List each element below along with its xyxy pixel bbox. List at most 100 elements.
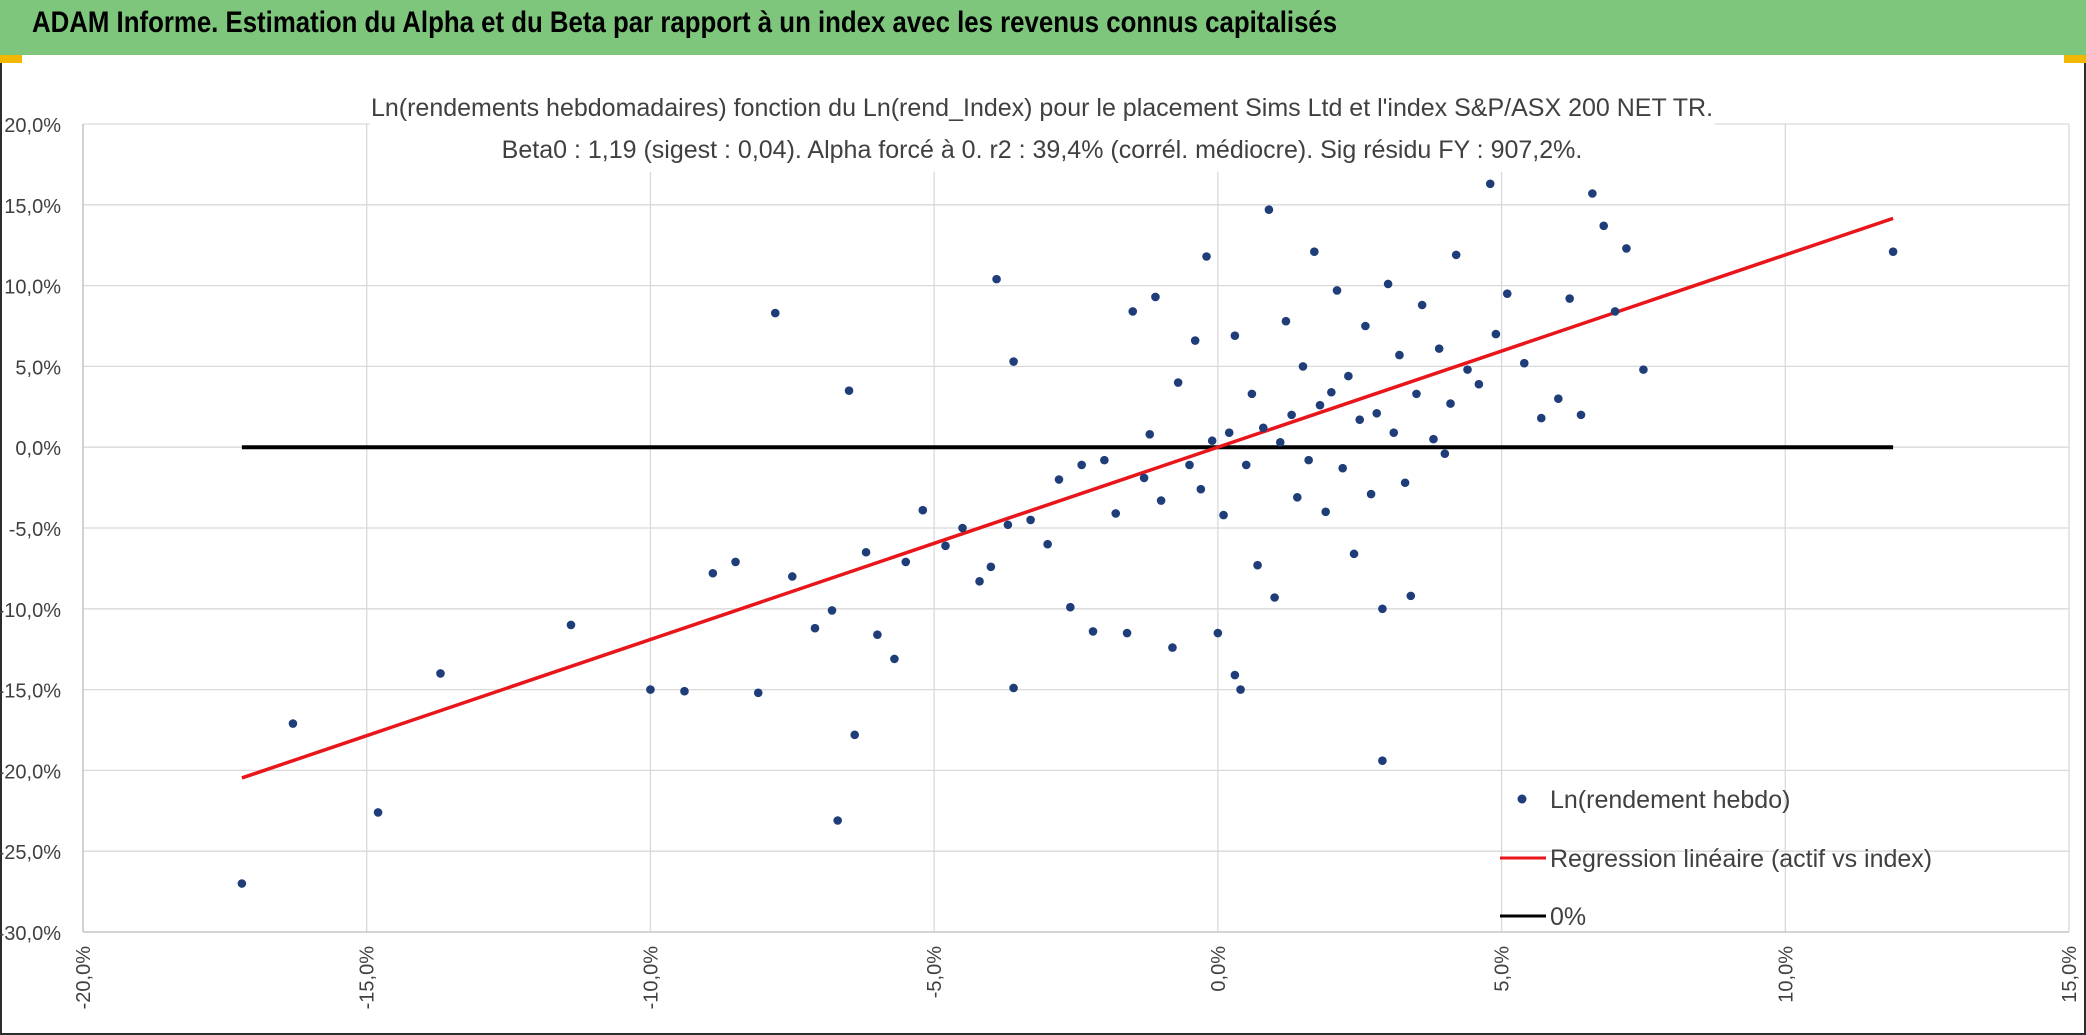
y-tick-label: 20,0%	[4, 115, 61, 137]
data-point	[1196, 484, 1206, 494]
data-point	[1389, 428, 1399, 437]
data-point	[1156, 496, 1166, 505]
data-point	[873, 630, 882, 639]
legend-scatter-marker	[1517, 794, 1527, 804]
data-point	[1372, 408, 1382, 418]
x-tick-label: -10,0%	[640, 946, 662, 1010]
data-point	[1639, 365, 1648, 374]
data-point	[237, 879, 247, 888]
data-point	[708, 568, 718, 578]
data-point	[1009, 683, 1018, 693]
page-title: ADAM Informe. Estimation du Alpha et du …	[32, 6, 1338, 39]
y-tick-label: -5,0%	[9, 519, 61, 541]
data-point	[810, 623, 820, 633]
data-point	[1003, 520, 1013, 530]
data-point	[975, 577, 984, 586]
data-point	[1406, 591, 1416, 601]
data-point	[1888, 247, 1898, 256]
data-point	[1247, 389, 1257, 399]
data-point	[1185, 460, 1194, 470]
title-backdrop	[370, 86, 1715, 172]
data-point	[1219, 510, 1228, 520]
data-point	[1576, 410, 1586, 420]
data-point	[1451, 250, 1461, 260]
data-point	[1412, 389, 1421, 399]
data-point	[1253, 560, 1262, 570]
data-point	[1378, 604, 1387, 614]
data-point	[1270, 593, 1279, 602]
data-point	[680, 686, 689, 696]
data-point	[1622, 244, 1631, 253]
data-point	[992, 274, 1001, 284]
data-point	[1355, 415, 1365, 425]
data-point	[941, 541, 950, 551]
y-tick-label: 10,0%	[4, 277, 61, 299]
corner-accent-left	[0, 55, 22, 63]
data-point	[1139, 473, 1149, 483]
data-point	[1066, 602, 1075, 612]
data-point	[373, 808, 383, 817]
data-point	[890, 654, 899, 664]
x-tick-label: -15,0%	[357, 946, 379, 1010]
x-tick-label: -20,0%	[73, 946, 95, 1010]
data-point	[901, 557, 911, 567]
data-point	[1281, 316, 1291, 326]
data-point	[436, 669, 445, 678]
data-point	[1440, 449, 1450, 458]
data-point	[1292, 492, 1302, 502]
data-point	[1173, 378, 1183, 387]
y-tick-label: 5,0%	[15, 357, 61, 379]
data-point	[1429, 434, 1438, 444]
data-point	[918, 505, 928, 515]
data-point	[1111, 509, 1121, 518]
y-tick-label: -15,0%	[0, 681, 61, 703]
legend-scatter-label: Ln(rendement hebdo)	[1550, 786, 1790, 814]
data-point	[1378, 756, 1387, 766]
y-tick-label: -25,0%	[0, 842, 61, 864]
y-tick-label: -20,0%	[0, 761, 61, 783]
data-point	[1043, 539, 1052, 549]
legend-zero-label: 0%	[1550, 903, 1586, 931]
header-bar: ADAM Informe. Estimation du Alpha et du …	[0, 0, 2086, 55]
data-point	[1202, 252, 1211, 261]
data-point	[646, 685, 655, 694]
data-point	[1338, 463, 1347, 473]
data-point	[1304, 455, 1313, 465]
data-points	[237, 179, 1898, 888]
data-point	[1145, 429, 1155, 439]
data-point	[1026, 515, 1035, 525]
data-point	[1298, 362, 1308, 371]
data-point	[1332, 286, 1342, 295]
data-point	[1310, 247, 1319, 256]
data-point	[1009, 357, 1018, 366]
y-tick-label: 15,0%	[4, 196, 61, 218]
y-tick-label: -10,0%	[0, 600, 61, 622]
axes: 20,0% 15,0% 10,0% 5,0% 0,0% -5,0% -10,0% -15,0%…	[0, 115, 2081, 1009]
data-point	[1230, 331, 1240, 340]
data-point	[1100, 455, 1109, 465]
data-point	[1400, 478, 1410, 488]
data-point	[1207, 436, 1217, 446]
data-point	[958, 523, 967, 533]
data-point	[1588, 189, 1597, 198]
data-point	[1264, 205, 1274, 214]
x-tick-label: 5,0%	[1492, 946, 1514, 992]
data-point	[753, 688, 763, 698]
data-point	[1054, 475, 1064, 484]
data-point	[844, 386, 854, 395]
data-point	[1213, 628, 1223, 638]
data-point	[1241, 460, 1251, 470]
data-point	[787, 572, 797, 581]
y-tick-label: 0,0%	[15, 438, 61, 460]
data-point	[1474, 379, 1484, 389]
data-point	[827, 606, 837, 615]
data-point	[1151, 292, 1160, 302]
data-point	[288, 719, 298, 728]
data-point	[1321, 507, 1330, 517]
data-point	[850, 730, 860, 740]
data-point	[986, 562, 996, 572]
data-point	[1344, 371, 1353, 381]
x-tick-label: -5,0%	[924, 946, 946, 998]
data-point	[1485, 179, 1495, 189]
